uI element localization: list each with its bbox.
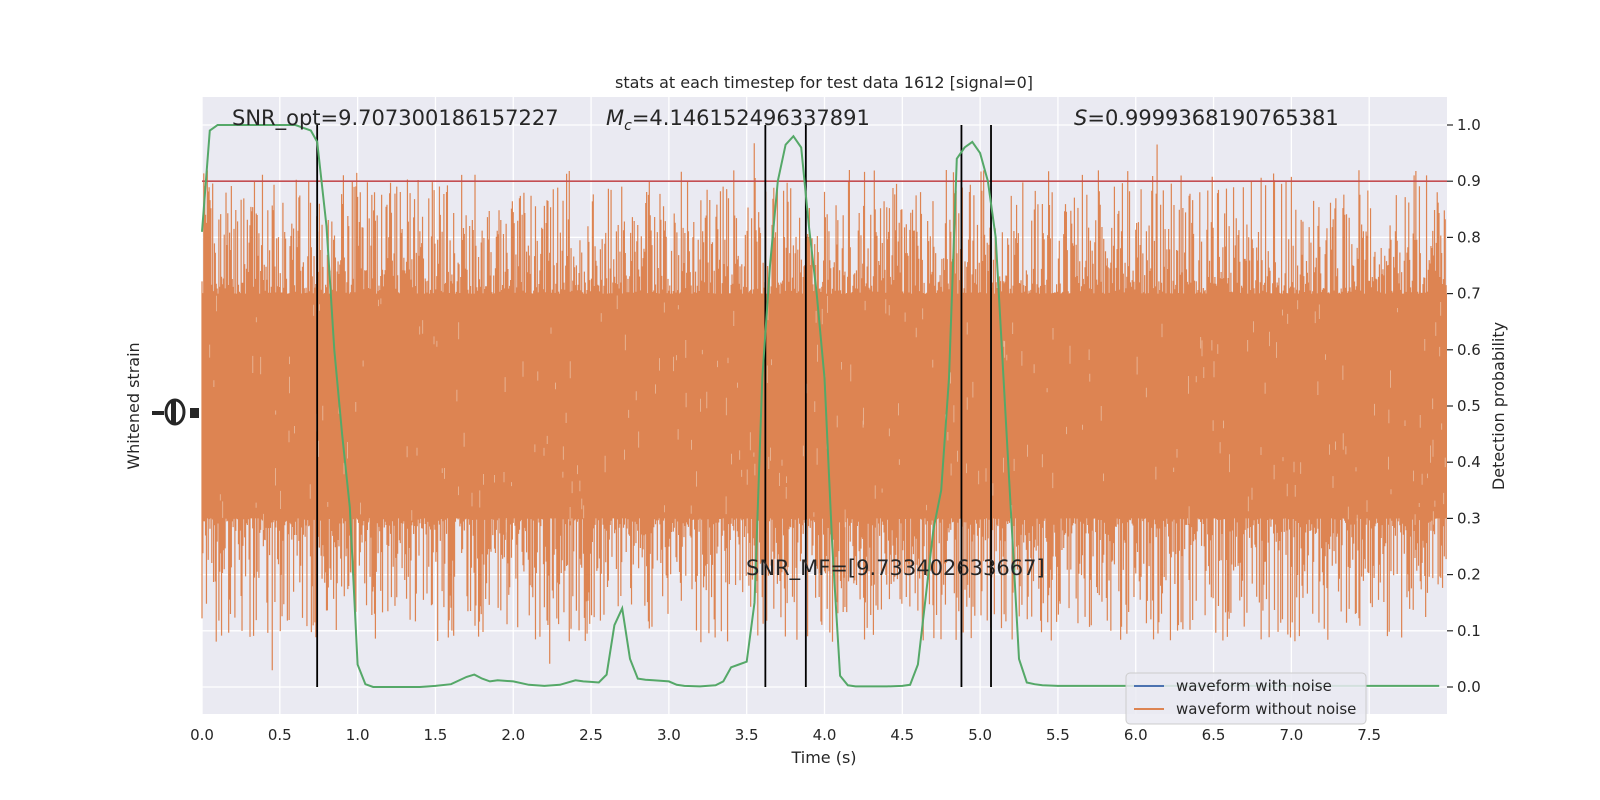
legend-box — [1125, 672, 1367, 725]
left-axis-tick-artifact — [152, 398, 199, 426]
x-tick-label: 2.5 — [579, 726, 603, 744]
chart-title: stats at each timestep for test data 161… — [615, 73, 1033, 92]
annotation-snr-mf: SNR_MF=[9.733402633667] — [746, 556, 1045, 581]
y-tick-label: 0.9 — [1457, 172, 1481, 190]
legend: waveform with noise waveform without noi… — [1125, 672, 1367, 725]
x-tick-label: 7.5 — [1357, 726, 1381, 744]
x-tick-label: 5.0 — [968, 726, 992, 744]
x-tick-label: 1.0 — [346, 726, 370, 744]
y-tick-label: 0.0 — [1457, 678, 1481, 696]
x-tick-label: 6.0 — [1124, 726, 1148, 744]
legend-entry-with-noise: waveform with noise — [1176, 677, 1332, 695]
x-tick-label: 2.0 — [501, 726, 525, 744]
right-y-axis: 0.0 0.1 0.2 0.3 0.4 0.5 0.6 0.7 0.8 0.9 1.0 — [1447, 116, 1481, 696]
x-tick-label: 6.5 — [1202, 726, 1226, 744]
x-tick-label: 0.0 — [190, 726, 214, 744]
x-tick-label: 4.5 — [890, 726, 914, 744]
x-tick-label: 1.5 — [424, 726, 448, 744]
x-tick-label: 7.0 — [1279, 726, 1303, 744]
vertical-markers — [316, 125, 992, 687]
annotation-snr-opt: SNR_opt=9.707300186157227 — [232, 106, 559, 131]
y-tick-label: 0.6 — [1457, 341, 1481, 359]
y-tick-label: 1.0 — [1457, 116, 1481, 134]
y-tick-label: 0.1 — [1457, 622, 1481, 640]
y-tick-label: 0.7 — [1457, 285, 1481, 303]
x-tick-label: 5.5 — [1046, 726, 1070, 744]
left-y-axis-label: Whitened strain — [124, 342, 143, 469]
legend-entry-without-noise: waveform without noise — [1176, 700, 1356, 718]
y-tick-label: 0.4 — [1457, 453, 1481, 471]
series-detection-probability — [201, 124, 1440, 688]
waveform-spikes — [201, 143, 1447, 671]
annotation-chirp-mass: Mc=4.146152496337891 — [606, 106, 870, 134]
x-tick-label: 3.0 — [657, 726, 681, 744]
x-axis-label: Time (s) — [790, 748, 856, 767]
x-tick-label: 0.5 — [268, 726, 292, 744]
x-tick-label: 3.5 — [735, 726, 759, 744]
x-tick-label: 4.0 — [813, 726, 837, 744]
annotation-s: S=0.9999368190765381 — [1074, 106, 1339, 130]
right-y-axis-label: Detection probability — [1489, 322, 1508, 490]
waveform-texture — [209, 295, 1446, 533]
y-tick-label: 0.8 — [1457, 228, 1481, 246]
y-tick-label: 0.2 — [1457, 566, 1481, 584]
y-tick-label: 0.5 — [1457, 397, 1481, 415]
x-axis: 0.0 0.5 1.0 1.5 2.0 2.5 3.0 3.5 4.0 4.5 5.0 5.5 6.0 6… — [190, 726, 1381, 744]
y-tick-label: 0.3 — [1457, 509, 1481, 527]
series-waveform-without-noise — [201, 143, 1447, 671]
